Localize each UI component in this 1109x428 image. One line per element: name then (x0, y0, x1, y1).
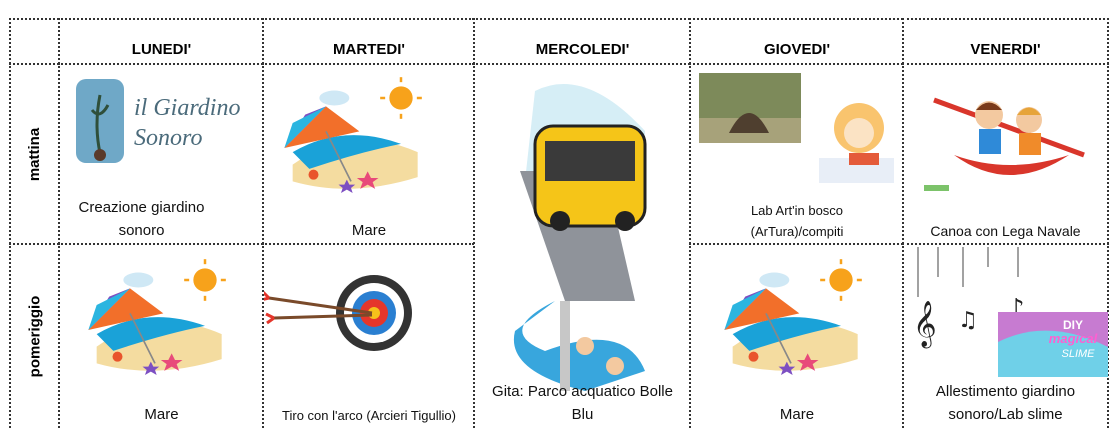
activity-text: Canoa con Lega Navale (930, 223, 1081, 239)
activity-text: Mare (779, 406, 815, 423)
activity-text: Gita: Parco acquatico Bolle Blu (492, 383, 673, 423)
activity-cell: Tiro con l'arco (Arcieri Tigullio) (262, 243, 474, 428)
activity-cell: il Giardino Sonoro Creazione giardino so… (58, 63, 263, 244)
day-header: GIOVEDI' (689, 18, 903, 64)
day-header: MERCOLEDI' (473, 18, 690, 64)
day-label: MARTEDI' (333, 41, 405, 58)
logo-image: il Giardino Sonoro (76, 79, 240, 163)
slime-text: DIY (1063, 318, 1083, 332)
row-label: pomeriggio (26, 295, 44, 378)
day-header: LUNEDI' (58, 18, 263, 64)
row-label-cell: pomeriggio (9, 243, 59, 428)
activity-cell: Mare (262, 63, 474, 244)
activity-text: Mare (144, 406, 179, 423)
day-header: MARTEDI' (262, 18, 474, 64)
target-image (264, 275, 412, 351)
activity-text: Creazione giardino sonoro (78, 199, 205, 239)
activity-cell: Mare (58, 243, 263, 428)
beach-image (716, 255, 866, 380)
logo-text: Sonoro (134, 125, 202, 151)
slime-text: SLIME (1061, 348, 1095, 360)
music-slime-image: 𝄞 ♪ ♫ DIY magical SLIME (913, 247, 1108, 377)
row-label-cell: mattina (9, 63, 59, 244)
logo-text: il Giardino (134, 95, 240, 121)
day-label: VENERDI' (970, 41, 1041, 58)
day-label: GIOVEDI' (763, 41, 831, 58)
beach-image (276, 73, 426, 198)
day-label: LUNEDI' (131, 41, 192, 58)
corner-cell (9, 18, 59, 64)
canoe-image (924, 97, 1085, 191)
activity-text: Allestimento giardino sonoro/Lab slime (935, 383, 1076, 423)
trip-image (513, 84, 647, 391)
activity-cell: Canoa con Lega Navale (902, 63, 1109, 244)
activity-cell: Gita: Parco acquatico Bolle Blu (473, 63, 690, 428)
day-label: MERCOLEDI' (535, 41, 630, 58)
activity-text: Mare (351, 222, 387, 239)
activity-text: Tiro con l'arco (Arcieri Tigullio) (282, 408, 456, 423)
activity-cell: Mare (689, 243, 903, 428)
activity-cell: 𝄞 ♪ ♫ DIY magical SLIME Allestimento gia… (902, 243, 1109, 428)
slime-text: magical (1049, 331, 1098, 346)
svg-text:♫: ♫ (958, 308, 978, 333)
day-header: VENERDI' (902, 18, 1109, 64)
activity-image (699, 73, 894, 183)
activity-cell: Lab Art'in bosco (ArTura)/compiti (689, 63, 903, 244)
activity-text: Lab Art'in bosco (ArTura)/compiti (750, 203, 844, 239)
beach-image (80, 255, 230, 380)
row-label: mattina (26, 127, 44, 182)
svg-text:𝄞: 𝄞 (913, 301, 937, 349)
